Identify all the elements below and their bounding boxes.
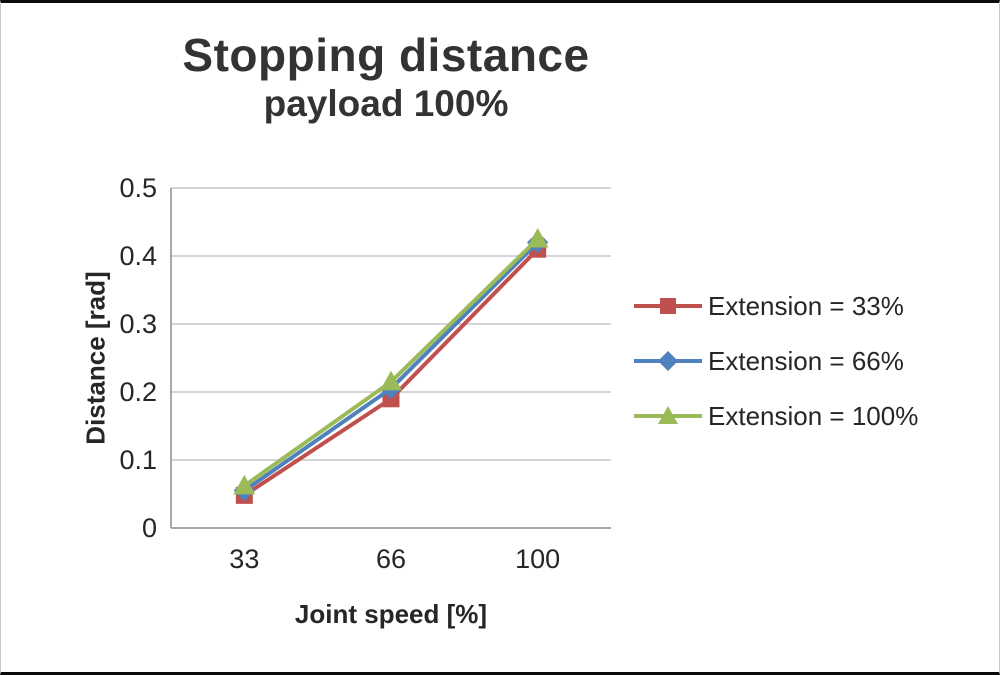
legend-item: Extension = 100%: [634, 396, 918, 436]
x-tick-label: 66: [376, 544, 406, 574]
x-axis-title: Joint speed [%]: [294, 599, 488, 629]
y-tick-label: 0.4: [119, 241, 157, 271]
legend-label: Extension = 66%: [708, 345, 904, 376]
legend-label: Extension = 33%: [708, 290, 904, 321]
x-tick-label: 33: [229, 544, 259, 574]
plot-area: 0 0.1 0.2 0.3 0.4 0.5 33 66 100: [119, 173, 611, 574]
legend: Extension = 33% Extension = 66% Extension …: [634, 286, 918, 436]
legend-marker-icon: [634, 298, 702, 314]
y-tick-label: 0.1: [119, 445, 157, 475]
chart-subtitle: payload 100%: [263, 82, 509, 124]
series-marker: [233, 474, 256, 495]
legend-item: Extension = 66%: [634, 341, 918, 381]
y-tick-label: 0.5: [119, 173, 157, 203]
series-marker: [526, 227, 549, 248]
series-line: [243, 237, 540, 488]
chart-title-block: Stopping distance payload 100%: [1, 29, 771, 126]
x-tick-label: 100: [515, 544, 560, 574]
y-tick-label: 0.3: [119, 309, 157, 339]
legend-label: Extension = 100%: [708, 400, 919, 431]
series-marker: [380, 370, 402, 391]
legend-item: Extension = 33%: [634, 286, 918, 326]
legend-marker-icon: [634, 351, 702, 371]
legend-marker-icon: [634, 406, 702, 424]
y-tick-label: 0.2: [119, 377, 157, 407]
chart-title: Stopping distance: [182, 29, 590, 81]
y-tick-label: 0: [142, 513, 157, 543]
